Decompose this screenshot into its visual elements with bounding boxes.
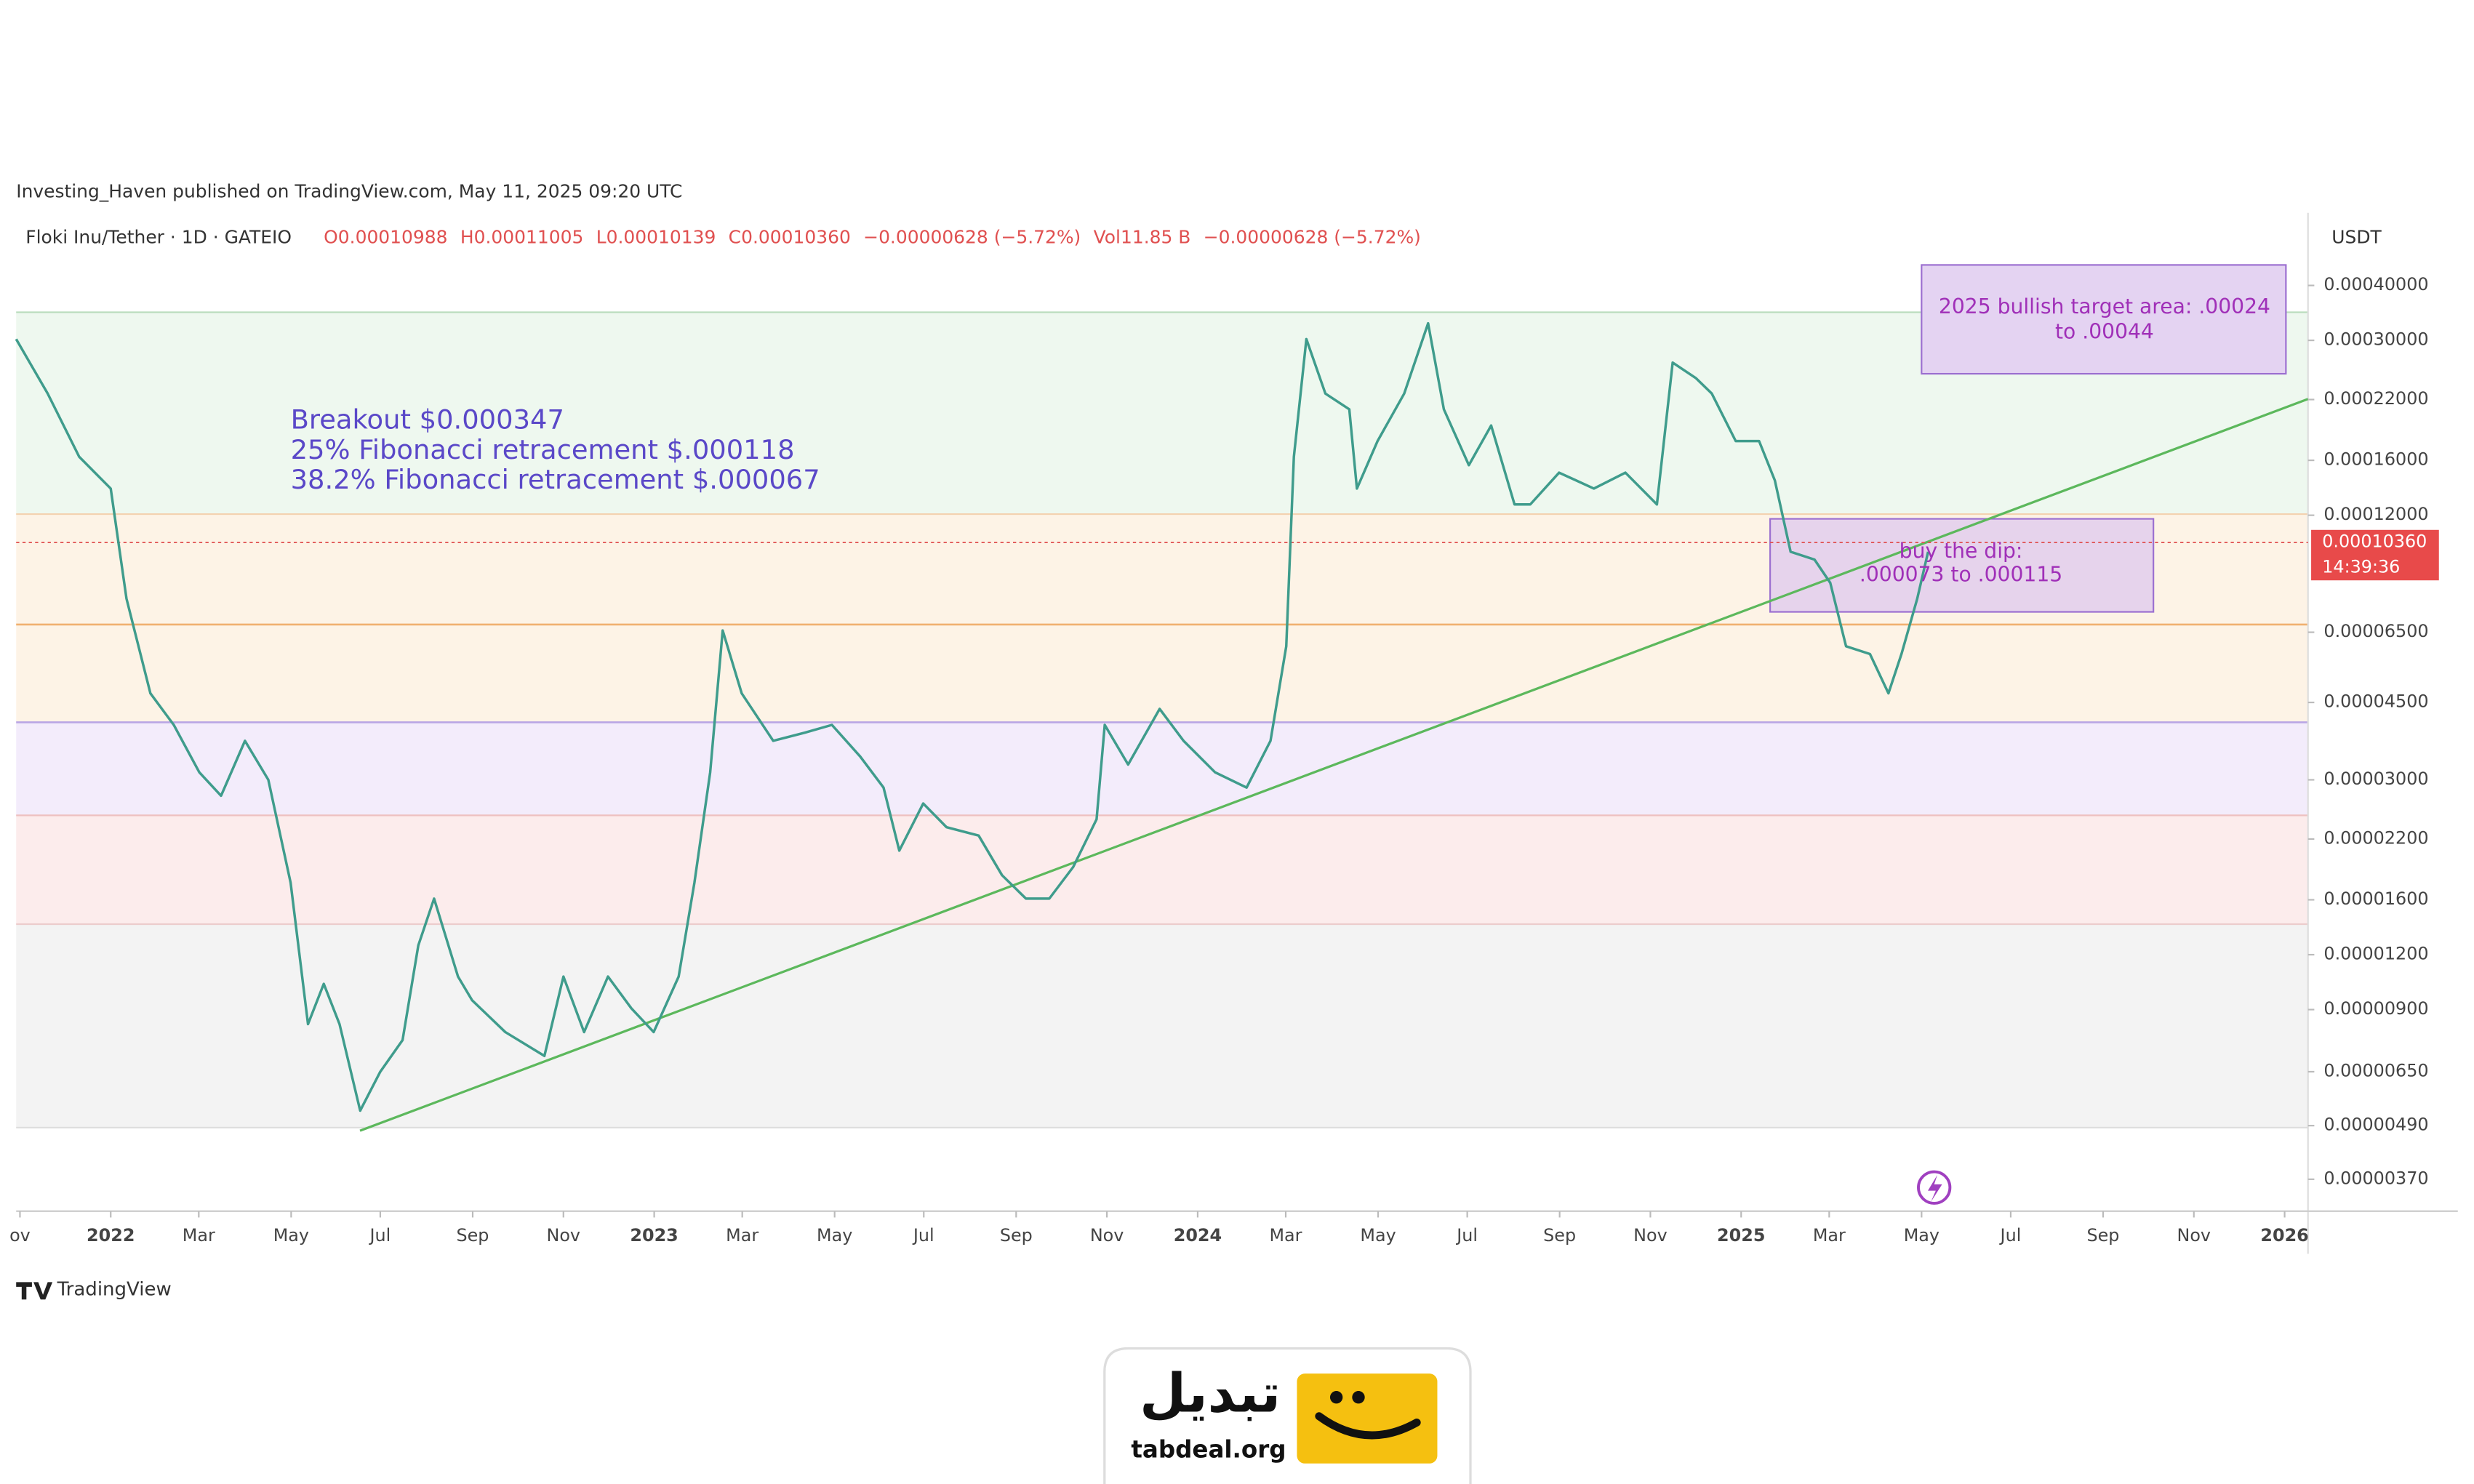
x-tick-label: ov bbox=[9, 1225, 31, 1246]
annotation: 38.2% Fibonacci retracement $.000067 bbox=[291, 464, 820, 495]
x-tick-label: 2022 bbox=[87, 1225, 135, 1246]
y-tick-label: 0.00000650 bbox=[2323, 1060, 2428, 1080]
y-tick-label: 0.00004500 bbox=[2323, 691, 2428, 712]
y-tick-label: 0.00000900 bbox=[2323, 998, 2428, 1019]
x-tick-label: Mar bbox=[183, 1225, 215, 1246]
y-unit: USDT bbox=[2331, 227, 2382, 248]
dip-text: .000073 to .000115 bbox=[1859, 563, 2062, 587]
target-box bbox=[1921, 264, 2287, 375]
y-tick-label: 0.00016000 bbox=[2323, 449, 2428, 470]
x-tick-label: Jul bbox=[1455, 1225, 1478, 1246]
stat: C0.00010360 bbox=[729, 227, 851, 248]
y-tick-label: 0.00000490 bbox=[2323, 1115, 2428, 1135]
y-tick-label: 0.00003000 bbox=[2323, 769, 2428, 789]
plot bbox=[15, 321, 1930, 1112]
band-pink bbox=[16, 815, 2308, 925]
stat: −0.00000628 (−5.72%) bbox=[863, 227, 1081, 248]
price-label: 0.00010360 bbox=[2322, 532, 2427, 552]
stat: L0.00010139 bbox=[596, 227, 716, 248]
stats: O0.00010988 H0.00011005 L0.00010139 C0.0001… bbox=[324, 227, 1421, 248]
x-tick-label: 2026 bbox=[2260, 1225, 2308, 1246]
target-text: to .00044 bbox=[2055, 320, 2154, 344]
trend-line bbox=[359, 398, 2309, 1132]
annotation: 25% Fibonacci retracement $.000118 bbox=[291, 434, 795, 465]
logo-url: tabdeal.org bbox=[1131, 1435, 1286, 1463]
x-tick-label: May bbox=[273, 1225, 309, 1246]
brand: TradingView bbox=[57, 1279, 172, 1301]
x-tick-label: May bbox=[817, 1225, 852, 1246]
x-tick-label: Sep bbox=[1000, 1225, 1033, 1246]
x-tick-label: Jul bbox=[912, 1225, 934, 1246]
logo-smile bbox=[1315, 1412, 1421, 1440]
countdown: 14:39:36 bbox=[2322, 556, 2400, 577]
x-tick-label: Mar bbox=[1813, 1225, 1846, 1246]
x-tick-label: 2023 bbox=[630, 1225, 678, 1246]
annotation: Breakout $0.000347 bbox=[291, 404, 564, 436]
x-tick-label: 2025 bbox=[1717, 1225, 1765, 1246]
flash-icon bbox=[1917, 1170, 1952, 1205]
y-tick-label: 0.00022000 bbox=[2323, 388, 2428, 409]
y-tick-label: 0.00002200 bbox=[2323, 827, 2428, 848]
x-tick-label: Sep bbox=[1543, 1225, 1576, 1246]
x-tick-label: Sep bbox=[457, 1225, 489, 1246]
y-tick-label: 0.00000370 bbox=[2323, 1168, 2428, 1188]
flash-bolt bbox=[1928, 1174, 1942, 1202]
band-purple bbox=[16, 722, 2308, 816]
stat: O0.00010988 bbox=[324, 227, 447, 248]
y-tick-label: 0.00001600 bbox=[2323, 889, 2428, 909]
y-tick-label: 0.00040000 bbox=[2323, 274, 2428, 294]
logo-eye bbox=[1329, 1391, 1343, 1404]
stat: −0.00000628 (−5.72%) bbox=[1204, 227, 1421, 248]
dip-text: buy the dip: bbox=[1899, 539, 2023, 563]
tv-logo bbox=[16, 1282, 53, 1300]
x-tick-label: Jul bbox=[1999, 1225, 2022, 1246]
price-tag bbox=[2311, 529, 2439, 581]
x-tick-label: 2024 bbox=[1174, 1225, 1222, 1246]
x-tick-label: May bbox=[1360, 1225, 1396, 1246]
x-tick-label: Nov bbox=[1090, 1225, 1124, 1246]
y-tick-label: 0.00030000 bbox=[2323, 329, 2428, 350]
x-tick-label: Mar bbox=[726, 1225, 758, 1246]
y-tick-label: 0.00012000 bbox=[2323, 504, 2428, 524]
publish-info: Investing_Haven published on TradingView… bbox=[16, 181, 682, 202]
y-tick-label: 0.00006500 bbox=[2323, 621, 2428, 641]
band-gray bbox=[16, 924, 2308, 1128]
stat: H0.00011005 bbox=[460, 227, 583, 248]
x-tick-label: Nov bbox=[1633, 1225, 1668, 1246]
x-tick-label: May bbox=[1904, 1225, 1939, 1246]
price-line-series bbox=[15, 321, 1930, 1112]
symbol: Floki Inu/Tether · 1D · GATEIO bbox=[25, 227, 292, 248]
x-tick-label: Nov bbox=[547, 1225, 581, 1246]
x-tick-label: Nov bbox=[2177, 1225, 2211, 1246]
x-tick-label: Mar bbox=[1269, 1225, 1302, 1246]
logo-eye bbox=[1352, 1391, 1365, 1404]
target-text: 2025 bullish target area: .00024 bbox=[1939, 294, 2270, 318]
x-tick-label: Jul bbox=[369, 1225, 391, 1246]
x-tick-label: Sep bbox=[2087, 1225, 2120, 1246]
y-tick-label: 0.00001200 bbox=[2323, 944, 2428, 964]
logo-text: تبدیل bbox=[1140, 1363, 1281, 1425]
stat: Vol11.85 B bbox=[1094, 227, 1191, 248]
